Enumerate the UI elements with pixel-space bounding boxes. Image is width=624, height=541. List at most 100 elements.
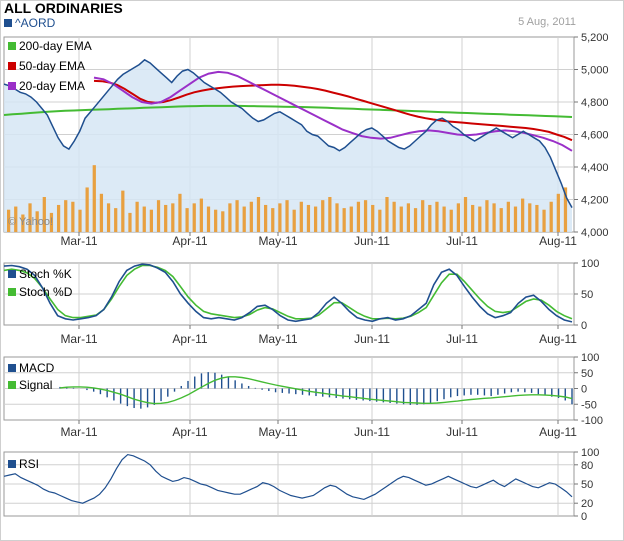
legend-label: 20-day EMA [19,79,85,93]
volume-bar [406,203,411,232]
volume-bar [185,208,189,232]
volume-bar [199,198,203,232]
volume-bar [85,187,89,232]
x-tick-label: Mar-11 [60,234,97,248]
volume-bar [242,206,246,232]
x-tick-label: Apr-11 [172,234,207,248]
volume-bar [228,203,232,232]
y-tick-label: 50 [581,289,593,301]
volume-bar [114,208,118,232]
volume-bar [92,165,96,232]
x-tick-label: Mar-11 [60,425,97,439]
volume-bar [556,193,560,232]
volume-bar [442,206,446,232]
volume-bar [399,206,403,232]
y-tick-label: 0 [581,320,587,332]
x-tick-label: Apr-11 [172,332,207,346]
volume-bar [385,197,389,232]
volume-bar [56,204,61,232]
y-tick-label: 0 [581,511,587,523]
volume-bar [456,203,460,232]
volume-bar [14,206,18,232]
volume-bar [563,187,568,232]
volume-bar [28,203,32,232]
volume-bar [328,197,332,232]
legend-swatch [8,288,16,296]
x-tick-label: Jun-11 [354,425,390,439]
volume-bar [128,212,132,232]
y-tick-label: 100 [581,258,599,270]
y-tick-label: 4,400 [581,162,609,174]
legend-swatch [8,42,16,50]
volume-bar [285,200,289,232]
volume-bar [428,204,432,232]
y-tick-label: 20 [581,498,593,510]
legend-swatch [8,270,16,278]
volume-bar [471,204,475,232]
y-tick-label: 4,600 [581,130,609,142]
volume-bar [421,200,425,232]
stoch-k-line [3,263,573,323]
y-tick-label: 5,000 [581,65,609,77]
volume-bar [392,201,396,232]
y-tick-label: 50 [581,368,593,380]
volume-bar [356,201,361,232]
volume-bar [21,214,25,232]
volume-bar [521,198,525,232]
legend-label: Stoch %K [19,267,72,281]
chart-title: ALL ORDINARIES [4,0,123,16]
x-tick-label: Aug-11 [539,234,577,248]
volume-bar [106,203,111,232]
y-tick-label: -100 [581,415,603,427]
legend-swatch [8,460,16,468]
legend-label: Stoch %D [19,285,73,299]
price-line [3,58,573,208]
volume-bar [278,203,282,232]
volume-bar [206,206,211,232]
volume-bar [78,209,82,232]
x-tick-label: May-11 [258,234,297,248]
volume-bar [164,204,168,232]
x-tick-label: Jun-11 [354,332,390,346]
volume-bar [313,206,318,232]
x-tick-label: Aug-11 [539,425,577,439]
y-tick-label: 4,200 [581,195,609,207]
volume-bar [499,208,503,232]
y-tick-label: -50 [581,399,597,411]
x-tick-label: May-11 [258,332,297,346]
volume-bar [371,204,375,232]
volume-bar [506,201,510,232]
volume-bar [42,197,46,232]
volume-bar [235,200,239,232]
volume-bar [271,208,275,232]
volume-bar [485,200,489,232]
volume-bar [342,208,346,232]
rsi-line [3,453,573,504]
legend-label: 200-day EMA [19,39,92,53]
volume-bar [449,209,453,232]
volume-bar [528,203,532,232]
volume-bar [349,206,353,232]
x-tick-label: Jul-11 [446,425,478,439]
volume-bar [363,200,368,232]
volume-bar [513,206,518,232]
legend-swatch [8,82,16,90]
volume-bar [99,193,104,232]
volume-bar [178,193,182,232]
volume-bar [335,203,339,232]
volume-bar [256,197,261,232]
y-tick-label: 100 [581,447,599,459]
ema200-line [3,104,573,118]
x-tick-label: Apr-11 [172,425,207,439]
volume-bar [378,209,382,232]
x-tick-label: Jul-11 [446,332,478,346]
volume-bar [463,197,468,232]
y-tick-label: 0 [581,384,587,396]
ticker-swatch [4,19,12,27]
y-tick-label: 100 [581,352,599,364]
volume-bar [264,204,268,232]
stoch-d-line [3,264,573,320]
ticker-symbol: ^AORD [15,16,56,30]
